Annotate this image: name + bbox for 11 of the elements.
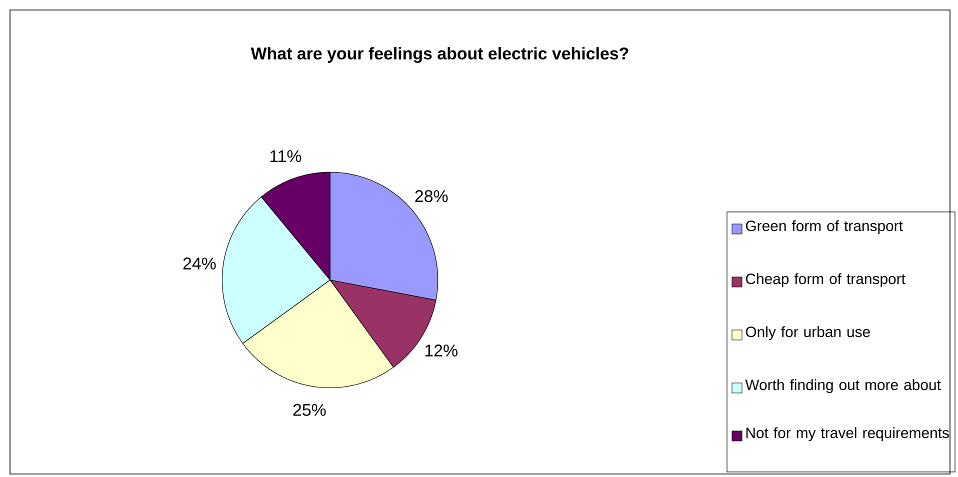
- data-label: 11%: [270, 150, 302, 162]
- legend-label: Cheap form of transport: [746, 273, 906, 288]
- legend-label: Only for urban use: [746, 326, 870, 340]
- data-label: 12%: [425, 344, 458, 356]
- data-label: 24%: [183, 258, 216, 270]
- data-label: 28%: [415, 190, 448, 202]
- data-label: 25%: [293, 404, 326, 416]
- legend-label: Worth finding out more about: [745, 379, 941, 394]
- chart-title: What are your feelings about electric vehicles?: [250, 47, 628, 63]
- legend-label: Not for my travel requirements: [746, 427, 949, 442]
- legend-label: Green form of transport: [746, 220, 903, 234]
